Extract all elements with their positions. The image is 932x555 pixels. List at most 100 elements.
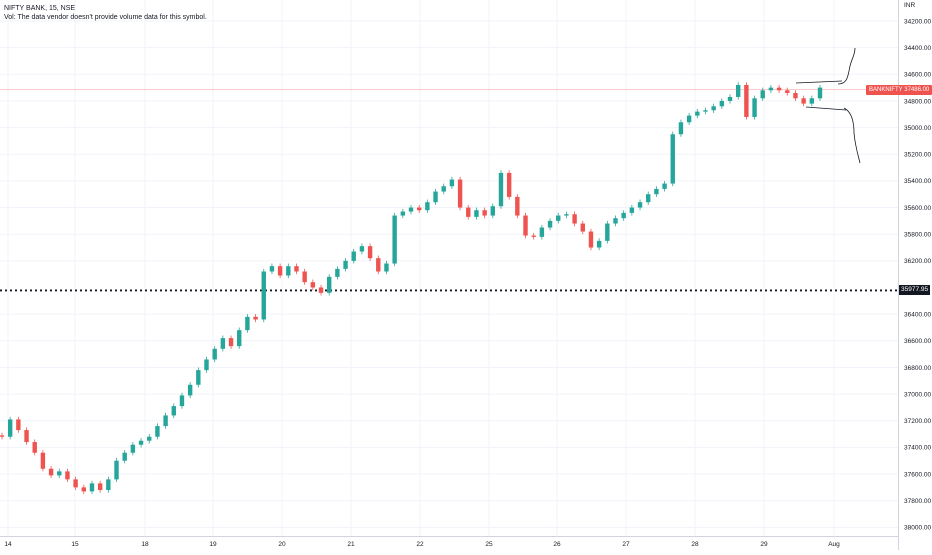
candle-body [596,240,602,248]
candle-body [163,415,168,427]
candle-body [531,235,536,237]
candle-body [400,211,406,216]
price-tick-label: 37600.00 [904,471,931,478]
candle-body [16,419,21,431]
horizontal-level-tag: 35977.95 [899,285,931,295]
candle-body [89,483,95,492]
candle-body [719,100,725,107]
candle-body [515,196,520,216]
candle-body [187,384,193,396]
price-tick-label: 34600.00 [904,72,931,79]
time-tick-label: 20 [278,541,286,548]
candle-body [327,276,332,293]
candles [0,82,823,495]
time-tick-label: 18 [141,541,149,548]
candle-body [629,207,635,213]
candle-body [621,212,626,219]
current-price-tag: BANKNIFTY 37486.00 [866,85,932,95]
candle-body [228,338,234,347]
candle-body [7,419,13,437]
candle-body [367,246,373,259]
candle-body [711,106,716,111]
price-axis[interactable] [898,0,932,550]
price-tick-label: 36200.00 [904,258,931,265]
candle-body [245,316,250,331]
candle-body [686,115,692,123]
candle-body [466,207,471,217]
price-tick-label: 36400.00 [904,311,931,318]
time-tick-label: 22 [416,541,424,548]
time-tick-label: 19 [209,541,217,548]
candle-body [237,330,242,347]
currency-label: INR [904,2,916,9]
candle-body [736,84,741,97]
candle-body [286,266,291,276]
candle-body [564,214,569,216]
time-tick-label: 26 [553,541,561,548]
projection-path-up[interactable] [837,47,856,85]
candle-body [196,370,201,385]
candle-body [65,471,70,480]
candle-body [547,220,553,228]
candle-body [0,435,5,437]
candle-body [752,98,757,117]
candle-body [670,134,675,184]
candle-body [490,206,495,216]
candle-body [212,348,217,360]
candle-body [785,90,790,93]
symbol-title[interactable]: NIFTY BANK, 15, NSE [4,5,76,12]
candle-body [695,111,700,116]
candle-body [294,266,299,272]
candle-body [40,452,46,469]
projection-channel-upper[interactable] [795,80,843,84]
projection-path-down[interactable] [843,107,861,164]
candle-body [776,87,782,91]
candle-body [81,487,86,492]
candle-body [220,338,226,349]
candle-body [73,479,78,488]
candle-body [662,183,667,189]
candle-body [809,98,815,104]
current-price-value: 37486.00 [904,87,930,93]
candle-body [441,186,446,192]
time-tick-label: 15 [71,541,79,548]
candle-body [130,444,136,453]
price-tick-label: 37800.00 [904,498,931,505]
time-tick-label: 28 [691,541,699,548]
candle-body [408,207,414,212]
candle-body [318,287,324,293]
candle-body [727,96,733,101]
price-tick-label: 34400.00 [904,45,931,52]
price-tick-label: 35000.00 [904,125,931,132]
candle-body [261,271,266,320]
candle-body [253,316,258,320]
candle-body [343,260,348,269]
time-tick-label: Aug [828,541,840,548]
candle-body [646,194,651,203]
candle-body [474,210,479,217]
price-axis-ticks: 38000.00 37800.00 37600.00 37400.00 37200.00… [904,18,931,531]
price-tick-label: 36600.00 [904,338,931,345]
time-tick-label: 27 [622,541,630,548]
candle-body [744,84,749,117]
candle-body [359,246,365,252]
projection-channel-lower[interactable] [805,106,847,111]
candle-body [703,110,708,112]
chart-legend: NIFTY BANK, 15, NSE Vol: The data vendor… [4,4,207,22]
candle-body [556,215,561,221]
candle-body [637,202,643,208]
price-tick-label: 34800.00 [904,98,931,105]
candle-body [147,436,152,441]
candle-body [351,251,356,261]
current-price-symbol: BANKNIFTY [869,87,903,93]
time-axis[interactable] [0,536,898,551]
grid-lines [0,0,898,536]
candle-body [138,440,144,445]
price-tick-label: 37200.00 [904,418,931,425]
candle-body [335,268,340,277]
drawings[interactable] [795,47,861,164]
candle-body [572,214,577,224]
candle-body [588,231,594,248]
